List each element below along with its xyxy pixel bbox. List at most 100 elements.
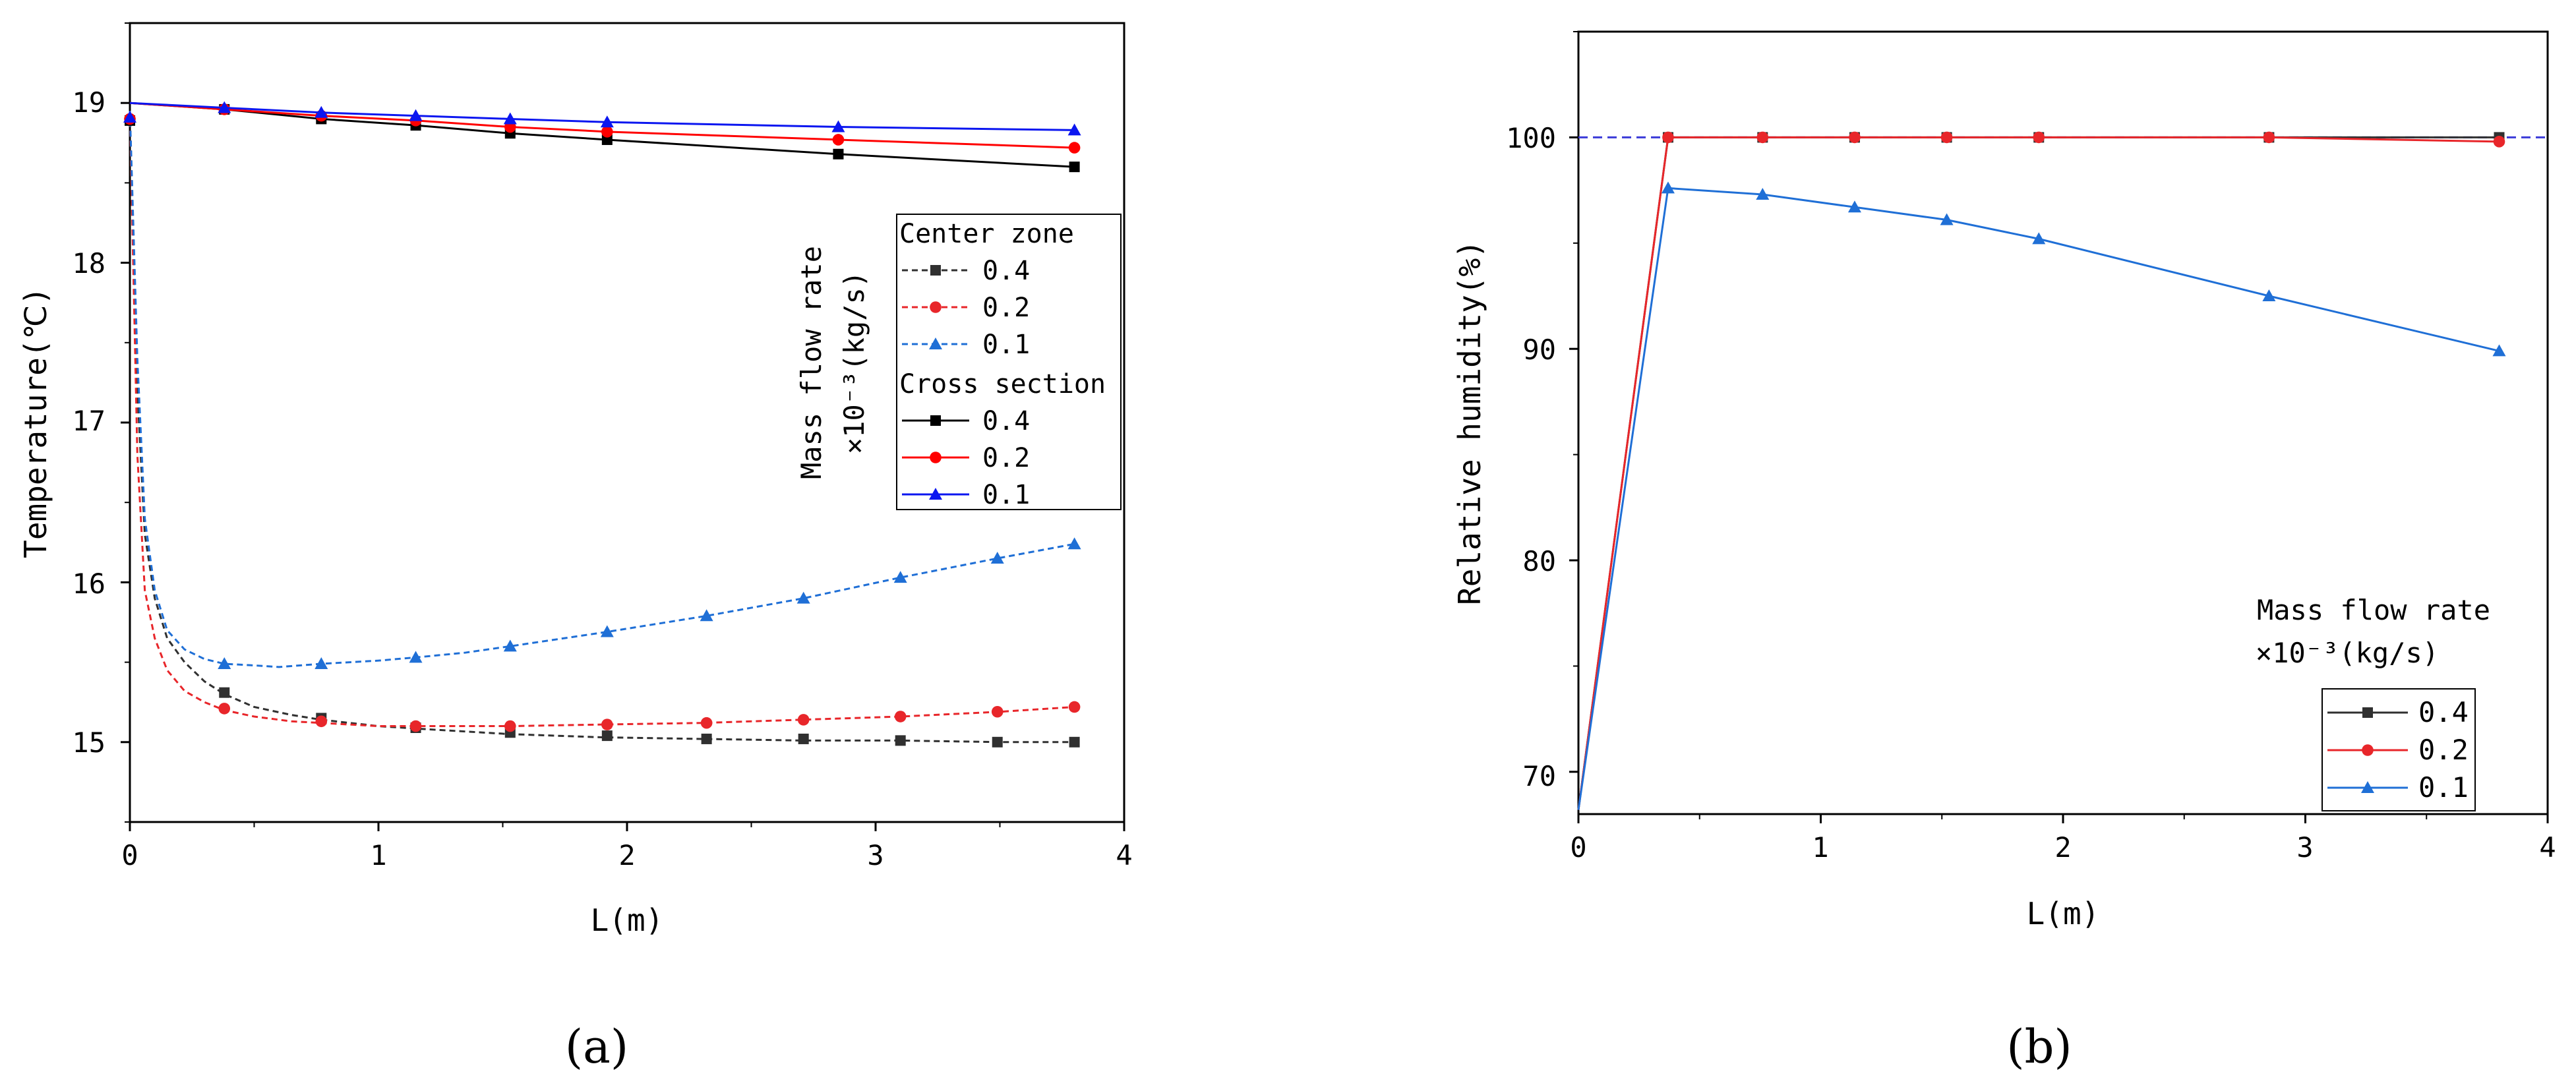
data-point xyxy=(1847,200,1861,213)
data-point xyxy=(2493,136,2505,148)
data-point xyxy=(601,730,613,742)
data-point xyxy=(2262,289,2276,302)
data-point xyxy=(2033,131,2045,144)
x-tick-label: 2 xyxy=(618,839,635,871)
data-point xyxy=(1662,131,1674,144)
legend-marker xyxy=(2361,781,2374,793)
data-point xyxy=(2032,232,2046,245)
data-point xyxy=(218,703,231,715)
data-point xyxy=(600,625,614,637)
legend-marker xyxy=(930,301,942,313)
data-point xyxy=(2263,131,2275,144)
data-point xyxy=(796,591,810,604)
legend-marker xyxy=(929,338,942,349)
data-point xyxy=(700,609,713,622)
panel-label-a: (a) xyxy=(565,1020,628,1074)
y-tick-label: 80 xyxy=(1522,545,1556,577)
legend-marker xyxy=(2362,707,2373,718)
legend-label: 0.1 xyxy=(2418,771,2469,804)
x-tick-label: 1 xyxy=(370,839,386,871)
legend-label: 0.4 xyxy=(982,256,1030,286)
legend-label: 0.2 xyxy=(2418,734,2469,766)
x-axis-label-a: L(m) xyxy=(591,902,664,938)
data-point xyxy=(831,120,845,132)
y-tick-label: 16 xyxy=(72,568,105,600)
y-tick-label: 100 xyxy=(1506,122,1556,154)
legend-entries-b: 0.4 0.2 0.1 xyxy=(2327,696,2469,804)
data-point xyxy=(601,719,613,730)
data-point xyxy=(503,639,517,652)
data-point xyxy=(2492,344,2506,357)
x-tick-label: 0 xyxy=(1570,831,1586,864)
data-point xyxy=(1661,181,1675,194)
series-line xyxy=(129,102,1075,131)
series-line xyxy=(129,111,1075,728)
legend-group-title: Cross section xyxy=(899,369,1106,399)
data-point xyxy=(1067,123,1081,136)
legend-title-line2-b: ×10⁻³(kg/s) xyxy=(2256,637,2439,669)
legend-label: 0.2 xyxy=(982,443,1030,473)
legend-title-line1-a: Mass flow rate xyxy=(795,246,827,479)
data-point xyxy=(1756,188,1770,200)
y-tick-label: 90 xyxy=(1522,334,1556,366)
data-point xyxy=(1068,142,1081,154)
data-point xyxy=(797,714,810,726)
data-point xyxy=(409,109,423,121)
data-point xyxy=(315,657,328,670)
x-tick-label: 1 xyxy=(1812,831,1828,864)
axis-ticks-a xyxy=(121,22,1125,831)
data-point xyxy=(893,571,907,583)
humidity-chart: 0 1 2 3 4 70 80 90 100 L(m) Relative hum… xyxy=(1452,30,2556,1074)
data-point xyxy=(894,711,907,722)
x-tick-label: 4 xyxy=(2539,831,2556,864)
x-tick-label: 4 xyxy=(1116,839,1132,871)
data-point xyxy=(600,115,614,128)
data-point xyxy=(409,720,422,732)
x-tick-label: 3 xyxy=(867,839,884,871)
legend-marker xyxy=(2362,744,2374,756)
data-point xyxy=(123,111,136,123)
data-point xyxy=(992,736,1003,748)
panel-label-b: (b) xyxy=(2006,1020,2072,1074)
series-line xyxy=(129,102,1075,149)
data-point xyxy=(219,687,230,698)
data-point xyxy=(1068,701,1081,713)
data-point xyxy=(1756,131,1769,144)
data-point xyxy=(218,101,231,113)
y-tick-label: 19 xyxy=(72,86,105,119)
axis-ticks-b xyxy=(1569,31,2549,823)
data-point xyxy=(503,112,517,125)
data-point xyxy=(833,148,844,160)
data-point xyxy=(504,720,516,732)
legend-label: 0.1 xyxy=(982,330,1030,360)
legend-label: 0.4 xyxy=(982,406,1030,436)
x-tick-label: 2 xyxy=(2054,831,2071,864)
data-point xyxy=(601,134,613,145)
legend-marker xyxy=(930,265,941,276)
data-point xyxy=(990,552,1004,564)
series-group-b xyxy=(1577,131,2548,810)
temperature-chart: 0 1 2 3 4 15 16 17 18 19 L(m) Temperatur… xyxy=(18,22,1133,1074)
x-tick-label: 0 xyxy=(121,839,138,871)
data-point xyxy=(1069,162,1080,173)
legend-marker xyxy=(930,415,941,426)
y-axis-label-b: Relative humidity(%) xyxy=(1452,240,1487,605)
data-point xyxy=(1069,736,1080,748)
legend-entries-a: 0.4 0.2 0.1 0.4 0.2 0.1 xyxy=(902,256,1030,510)
legend-title-line2-a: ×10⁻³(kg/s) xyxy=(838,271,870,454)
y-axis-label-a: Temperature(℃) xyxy=(18,287,53,558)
data-point xyxy=(991,705,1003,718)
data-point xyxy=(601,126,613,138)
x-tick-labels-a: 0 1 2 3 4 xyxy=(121,839,1132,871)
legend-label: 0.1 xyxy=(982,480,1030,510)
series-line xyxy=(1577,136,2500,810)
data-point xyxy=(1940,131,1953,144)
data-point xyxy=(798,733,809,744)
y-tick-labels-a: 15 16 17 18 19 xyxy=(72,86,105,759)
data-point xyxy=(1067,537,1081,550)
data-point xyxy=(409,651,423,663)
legend-label: 0.2 xyxy=(982,293,1030,323)
x-axis-label-b: L(m) xyxy=(2027,896,2100,931)
y-tick-label: 15 xyxy=(72,726,105,759)
